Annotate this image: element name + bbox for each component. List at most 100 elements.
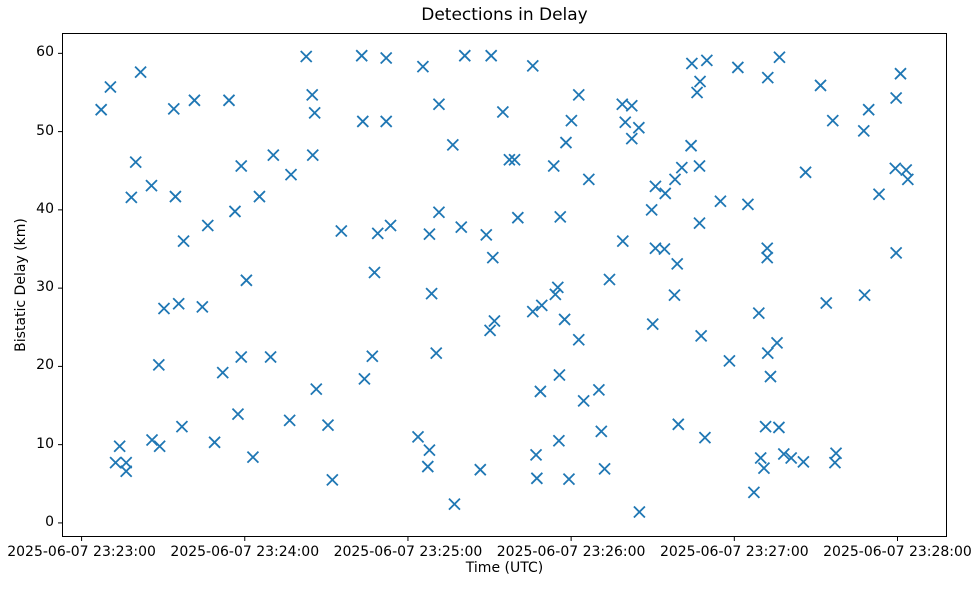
scatter-point [503,153,516,166]
scatter-point [356,115,369,128]
scatter-point [455,220,468,234]
scatter-point [770,336,784,350]
scatter-point [326,473,339,487]
scatter-point [889,162,902,175]
scatter-point [109,456,122,469]
x-tick-label: 2025-06-07 23:25:00 [333,544,483,560]
scatter-point [448,497,461,511]
scatter-point [384,219,397,232]
scatter-point [208,436,221,449]
scatter-point [858,289,871,302]
scatter-point [698,431,712,444]
scatter-point [306,88,319,101]
scatter-point [432,206,446,219]
scatter-point [553,368,566,382]
scatter-point [797,455,810,469]
scatter-point [526,59,539,73]
scatter-point [172,297,185,310]
scatter-point [425,287,438,300]
scatter-point [380,51,393,65]
scatter-point [120,456,133,469]
scatter-point [731,61,744,74]
scatter-point [741,198,755,211]
scatter-point [145,179,158,192]
x-tick-label: 2025-06-07 23:28:00 [823,544,972,560]
scatter-point [685,57,699,70]
scatter-point [483,324,497,337]
scatter-point [488,314,501,328]
scatter-point [577,394,590,407]
scatter-point [598,462,611,476]
scatter-point [201,219,214,232]
x-tick-label: 2025-06-07 23:23:00 [7,544,156,560]
scatter-point [658,242,671,256]
scatter-point [421,460,434,473]
scatter-point [267,148,280,162]
scatter-point [355,49,368,62]
scatter-point [752,307,765,320]
scatter-point [113,440,126,453]
scatter-point [559,136,573,149]
scatter-point [592,383,606,397]
scatter-point [458,49,471,62]
scatter-point [188,94,201,107]
scatter-point [423,443,436,457]
scatter-point [549,288,562,301]
scatter-point [754,451,767,465]
scatter-point [104,80,117,94]
scatter-point [446,138,459,152]
y-tick-label: 10 [36,435,54,452]
scatter-point [508,153,521,166]
scatter-point [558,313,571,326]
scatter-point [526,305,539,318]
scatter-point [300,50,313,63]
scatter-point [761,251,774,264]
scatter-point [284,168,298,181]
scatter-point [857,124,870,137]
scatter-point [358,372,371,386]
scatter-point [761,242,774,255]
scatter-point [152,358,165,371]
scatter-point [901,173,914,186]
scatter-point [872,188,886,201]
scatter-point [694,329,708,343]
scatter-point [416,60,430,73]
scatter-point [486,251,499,264]
scatter-point [693,217,706,230]
scatter-point [693,75,707,88]
scatter-point [511,211,524,224]
scatter-point [430,346,443,360]
scatter-point [228,205,242,218]
scatter-point [799,166,812,179]
scatter-point [167,102,180,116]
y-tick-label: 60 [36,44,54,61]
scatter-point [485,49,498,62]
scatter-point [693,159,706,173]
scatter-point [177,235,190,248]
scatter-point [529,448,543,461]
x-tick-label: 2025-06-07 23:27:00 [659,544,809,560]
scatter-point [890,91,903,105]
scatter-point [672,418,685,431]
scatter-point [253,190,266,203]
scatter-point [380,115,393,128]
scatter-point [582,173,595,186]
x-tick-label: 2025-06-07 23:24:00 [170,544,320,560]
scatter-point [572,333,585,346]
scatter-point [785,451,798,465]
y-tick-label: 30 [36,279,54,296]
x-axis-label: Time (UTC) [465,560,544,576]
scatter-point [761,71,774,84]
scatter-point [757,461,771,475]
scatter-point [157,302,171,315]
scatter-point [321,418,335,432]
scatter-point [534,385,547,398]
scatter-point [777,447,790,461]
y-tick-label: 20 [36,357,54,374]
scatter-point [169,190,182,203]
scatter-point [772,421,786,434]
scatter-point [535,299,548,312]
y-tick-label: 40 [36,200,54,217]
scatter-point [659,187,672,200]
